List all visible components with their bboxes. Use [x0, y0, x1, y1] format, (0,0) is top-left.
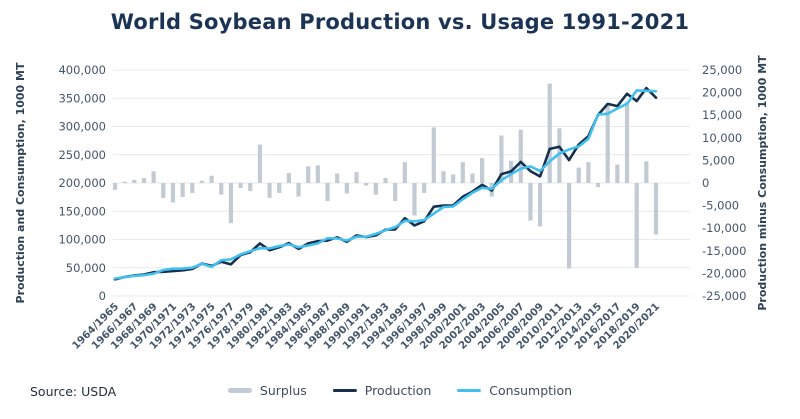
surplus-bar — [335, 173, 340, 183]
surplus-bar — [315, 165, 320, 183]
surplus-bar — [257, 144, 263, 183]
surplus-bar — [344, 183, 349, 194]
y-tick-label-left: 250,000 — [58, 148, 106, 162]
surplus-bar — [537, 183, 543, 227]
surplus-bar — [364, 183, 369, 186]
consumption-line — [113, 89, 658, 280]
surplus-bar — [595, 183, 601, 188]
surplus-bar — [132, 179, 137, 183]
legend-label: Production — [364, 383, 432, 398]
surplus-bar — [199, 180, 205, 183]
surplus-bar — [151, 171, 156, 183]
y-tick-label-right: 5,000 — [702, 153, 735, 167]
surplus-bar — [248, 183, 253, 192]
y-tick-label-right: 25,000 — [702, 63, 742, 77]
surplus-bar — [547, 83, 552, 183]
y-tick-label-left: 400,000 — [58, 63, 106, 77]
surplus-bar — [644, 161, 649, 183]
surplus-bar — [431, 127, 436, 183]
y-tick-label-right: -5,000 — [702, 199, 739, 213]
surplus-bar — [373, 183, 378, 195]
legend-swatch-surplus — [227, 388, 252, 393]
surplus-bar — [141, 178, 147, 183]
legend-item-surplus: Surplus — [227, 383, 307, 398]
legend-item-production: Production — [332, 383, 432, 398]
y-tick-label-left: 100,000 — [58, 233, 106, 247]
surplus-bar — [180, 183, 185, 198]
surplus-bar — [238, 183, 243, 188]
surplus-bar — [412, 183, 417, 216]
y-tick-label-left: 300,000 — [58, 120, 106, 134]
surplus-bar — [653, 183, 659, 235]
surplus-bar — [209, 175, 214, 183]
surplus-bar — [470, 173, 475, 183]
surplus-bar — [576, 167, 581, 183]
surplus-bar — [634, 183, 639, 268]
surplus-bar — [112, 183, 118, 190]
surplus-bar — [306, 166, 311, 183]
legend-swatch-production — [332, 389, 357, 392]
surplus-bar — [518, 129, 523, 183]
surplus-bar — [499, 135, 504, 183]
surplus-bar — [296, 183, 301, 197]
y-tick-label-right: 0 — [702, 176, 709, 190]
surplus-bar — [228, 183, 234, 224]
surplus-bar — [402, 162, 407, 183]
surplus-bar — [383, 178, 388, 183]
surplus-bar — [286, 173, 291, 183]
left-axis-title: Production and Consumption, 1000 MT — [14, 62, 27, 303]
production-line — [113, 86, 658, 281]
legend-item-consumption: Consumption — [457, 383, 572, 398]
y-tick-label-right: -15,000 — [702, 244, 746, 258]
source-note: Source: USDA — [30, 384, 117, 399]
surplus-bar — [460, 162, 465, 183]
surplus-bar — [624, 102, 630, 183]
right-axis-title: Production minus Consumption, 1000 MT — [756, 55, 769, 311]
y-tick-label-right: -20,000 — [702, 266, 746, 280]
surplus-bar — [615, 164, 620, 183]
surplus-bar — [441, 171, 446, 183]
legend: Surplus Production Consumption — [227, 383, 572, 398]
y-tick-label-right: 10,000 — [702, 131, 742, 145]
y-tick-label-left: 50,000 — [66, 261, 106, 275]
y-tick-label-left: 200,000 — [58, 176, 106, 190]
surplus-bar — [161, 183, 166, 198]
surplus-bar — [557, 128, 562, 183]
y-tick-label-left: 150,000 — [58, 204, 106, 218]
legend-label: Consumption — [489, 383, 573, 398]
surplus-bar — [277, 183, 282, 193]
surplus-bar — [267, 183, 272, 198]
surplus-bar — [190, 183, 195, 193]
y-tick-label-left: 0 — [99, 289, 106, 303]
legend-swatch-consumption — [457, 389, 482, 392]
surplus-bar — [451, 174, 456, 183]
surplus-bar — [528, 183, 533, 221]
surplus-bar — [393, 183, 398, 202]
y-tick-label-right: 20,000 — [702, 86, 742, 100]
surplus-bar — [354, 172, 359, 183]
legend-label: Surplus — [259, 383, 307, 398]
surplus-bar — [480, 158, 485, 183]
surplus-bar — [605, 103, 610, 183]
surplus-bar — [422, 183, 427, 193]
y-tick-label-right: -10,000 — [702, 221, 746, 235]
y-tick-label-right: -25,000 — [702, 289, 746, 303]
surplus-bar — [325, 183, 330, 202]
y-tick-label-right: 15,000 — [702, 108, 742, 122]
surplus-bar — [170, 183, 176, 203]
surplus-bar — [219, 183, 224, 195]
chart-title: World Soybean Production vs. Usage 1991-… — [110, 10, 690, 34]
surplus-bar — [586, 162, 591, 183]
surplus-bar — [566, 183, 572, 269]
surplus-bar — [122, 181, 127, 183]
y-tick-label-left: 350,000 — [58, 91, 106, 105]
